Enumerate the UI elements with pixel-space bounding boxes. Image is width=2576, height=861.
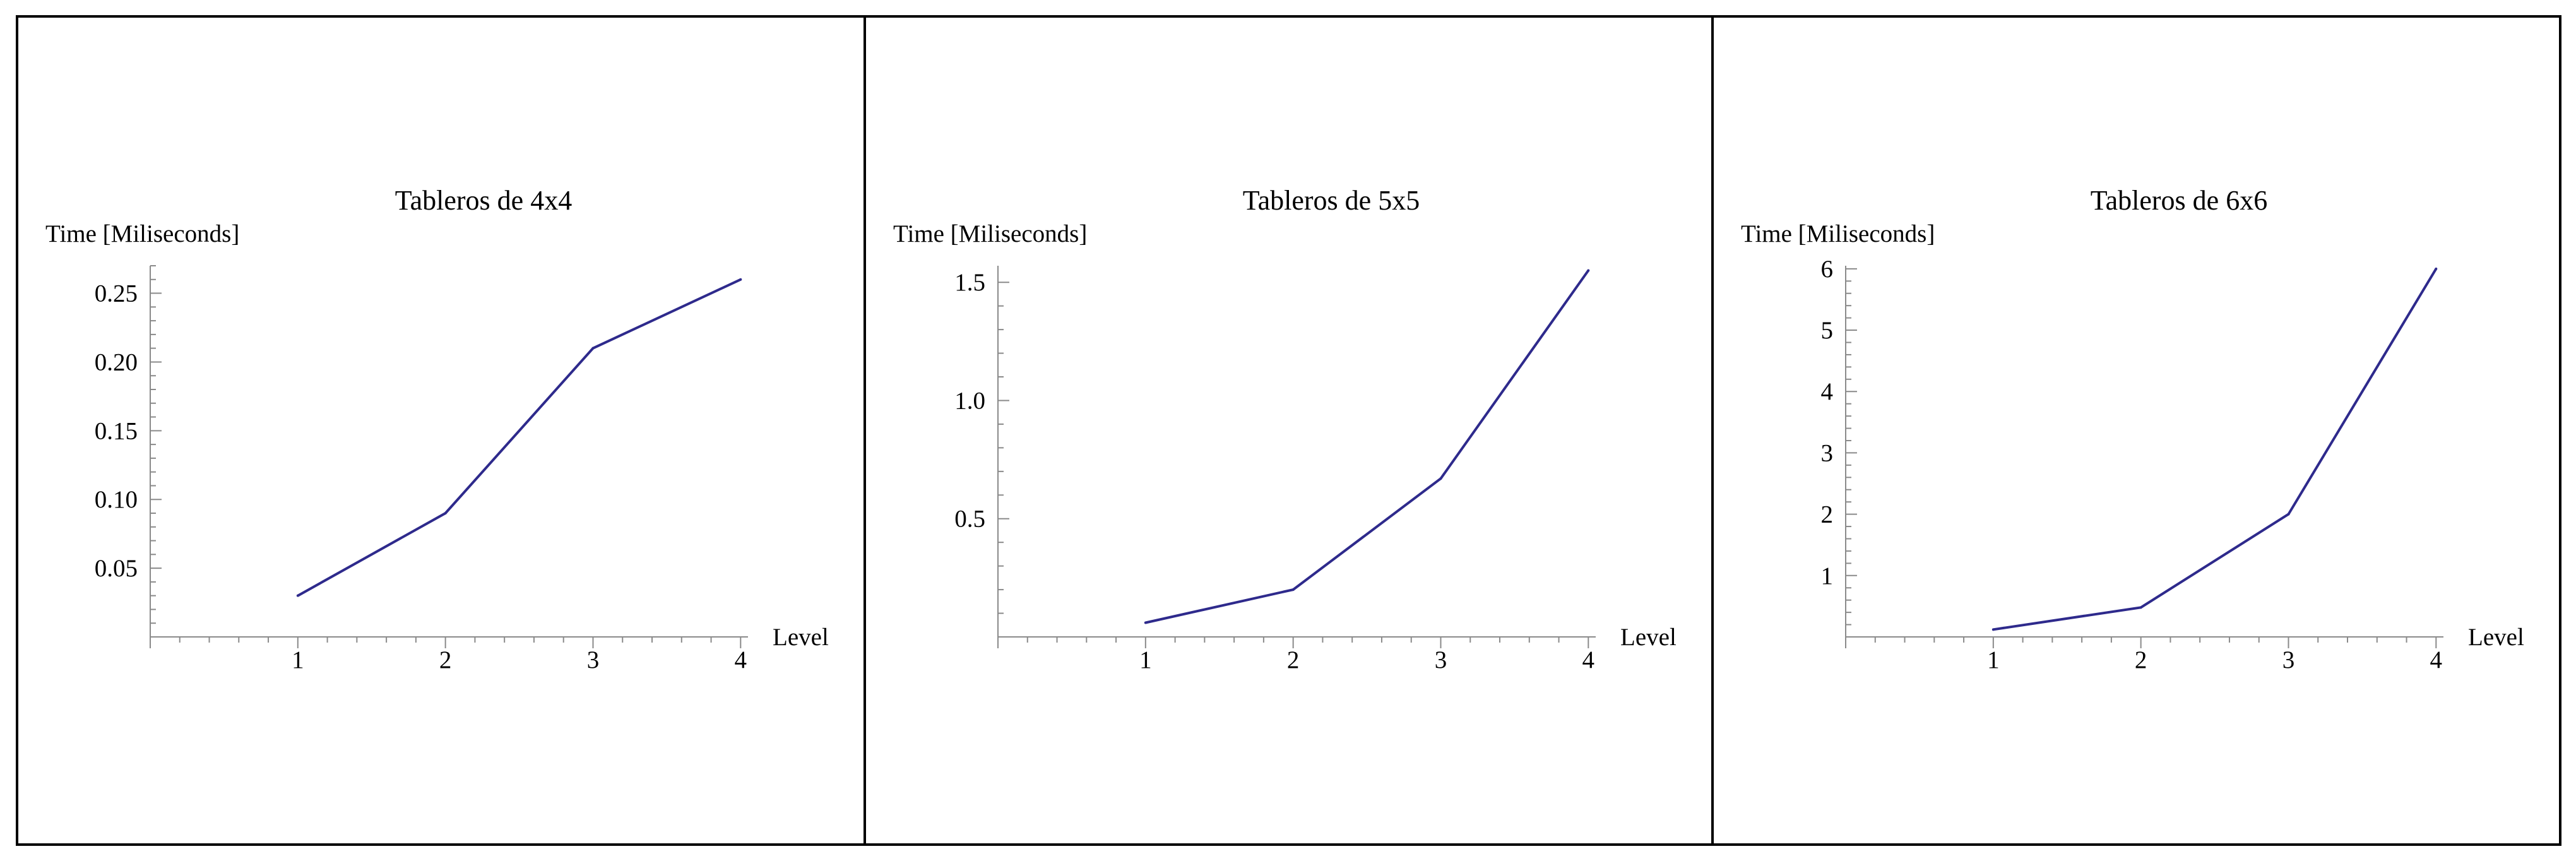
data-point <box>1587 269 1590 272</box>
series-line-1 <box>297 278 742 597</box>
x-axis-label: Level <box>773 624 829 651</box>
data-point <box>296 594 299 597</box>
x-tick-label: 4 <box>1582 646 1595 674</box>
y-tick-label: 1.0 <box>954 387 985 414</box>
data-point <box>1991 628 1995 631</box>
chart-title: Tableros de 6x6 <box>2091 185 2267 216</box>
data-point <box>1439 477 1442 480</box>
chart-panel-1: Tableros de 4x4 Time [Miliseconds] Level 1 2… <box>16 15 866 846</box>
x-tick-label: 3 <box>2282 646 2295 674</box>
x-tick-label: 4 <box>735 646 747 674</box>
x-tick-label: 1 <box>1987 646 2000 674</box>
y-tick-label: 0.25 <box>95 280 138 307</box>
chart-panels: Tableros de 4x4 Time [Miliseconds] Level 1 2… <box>16 15 2561 846</box>
series-line-1 <box>1145 270 1589 624</box>
data-point <box>444 512 447 514</box>
x-tick-label: 4 <box>2430 646 2443 674</box>
chart-panel-2: Tableros de 5x5 Time [Miliseconds] Level 1 2… <box>864 15 1714 846</box>
y-tick-label: 6 <box>1821 256 1834 283</box>
y-tick-label: 4 <box>1821 378 1834 405</box>
y-tick-label: 5 <box>1821 317 1834 344</box>
data-point <box>1291 588 1295 591</box>
data-point <box>2435 267 2438 270</box>
series-line-1 <box>1993 268 2438 631</box>
y-tick-label: 0.20 <box>95 348 138 376</box>
data-point <box>739 278 742 281</box>
x-axis-label: Level <box>1620 624 1677 651</box>
x-tick-label: 2 <box>439 646 452 674</box>
y-axis-label: Time [Miliseconds] <box>1741 220 1935 247</box>
y-tick-label: 0.5 <box>954 506 985 533</box>
x-tick-label: 2 <box>1287 646 1300 674</box>
data-point <box>591 347 595 350</box>
data-point <box>2287 513 2290 516</box>
chart-title: Tableros de 5x5 <box>1243 185 1420 216</box>
x-tick-label: 2 <box>2135 646 2147 674</box>
y-axis-label: Time [Miliseconds] <box>893 220 1087 247</box>
chart-panel-3: Tableros de 6x6 Time [Miliseconds] Level 1 2… <box>1711 15 2561 846</box>
y-tick-label: 1.5 <box>954 269 985 296</box>
panel-frame <box>1711 15 2561 846</box>
x-tick-label: 3 <box>587 646 600 674</box>
x-axis-label: Level <box>2468 624 2524 651</box>
data-point <box>1144 621 1147 624</box>
y-tick-label: 0.15 <box>95 417 138 444</box>
y-tick-label: 3 <box>1821 439 1834 466</box>
chart-title: Tableros de 4x4 <box>395 185 572 216</box>
y-tick-label: 1 <box>1821 562 1834 590</box>
data-point <box>2139 606 2142 609</box>
x-tick-label: 1 <box>1139 646 1152 674</box>
y-tick-label: 2 <box>1821 501 1834 528</box>
y-tick-label: 0.05 <box>95 555 138 582</box>
y-axis-label: Time [Miliseconds] <box>45 220 239 247</box>
y-tick-label: 0.10 <box>95 486 138 513</box>
x-tick-label: 1 <box>292 646 304 674</box>
x-tick-label: 3 <box>1435 646 1447 674</box>
